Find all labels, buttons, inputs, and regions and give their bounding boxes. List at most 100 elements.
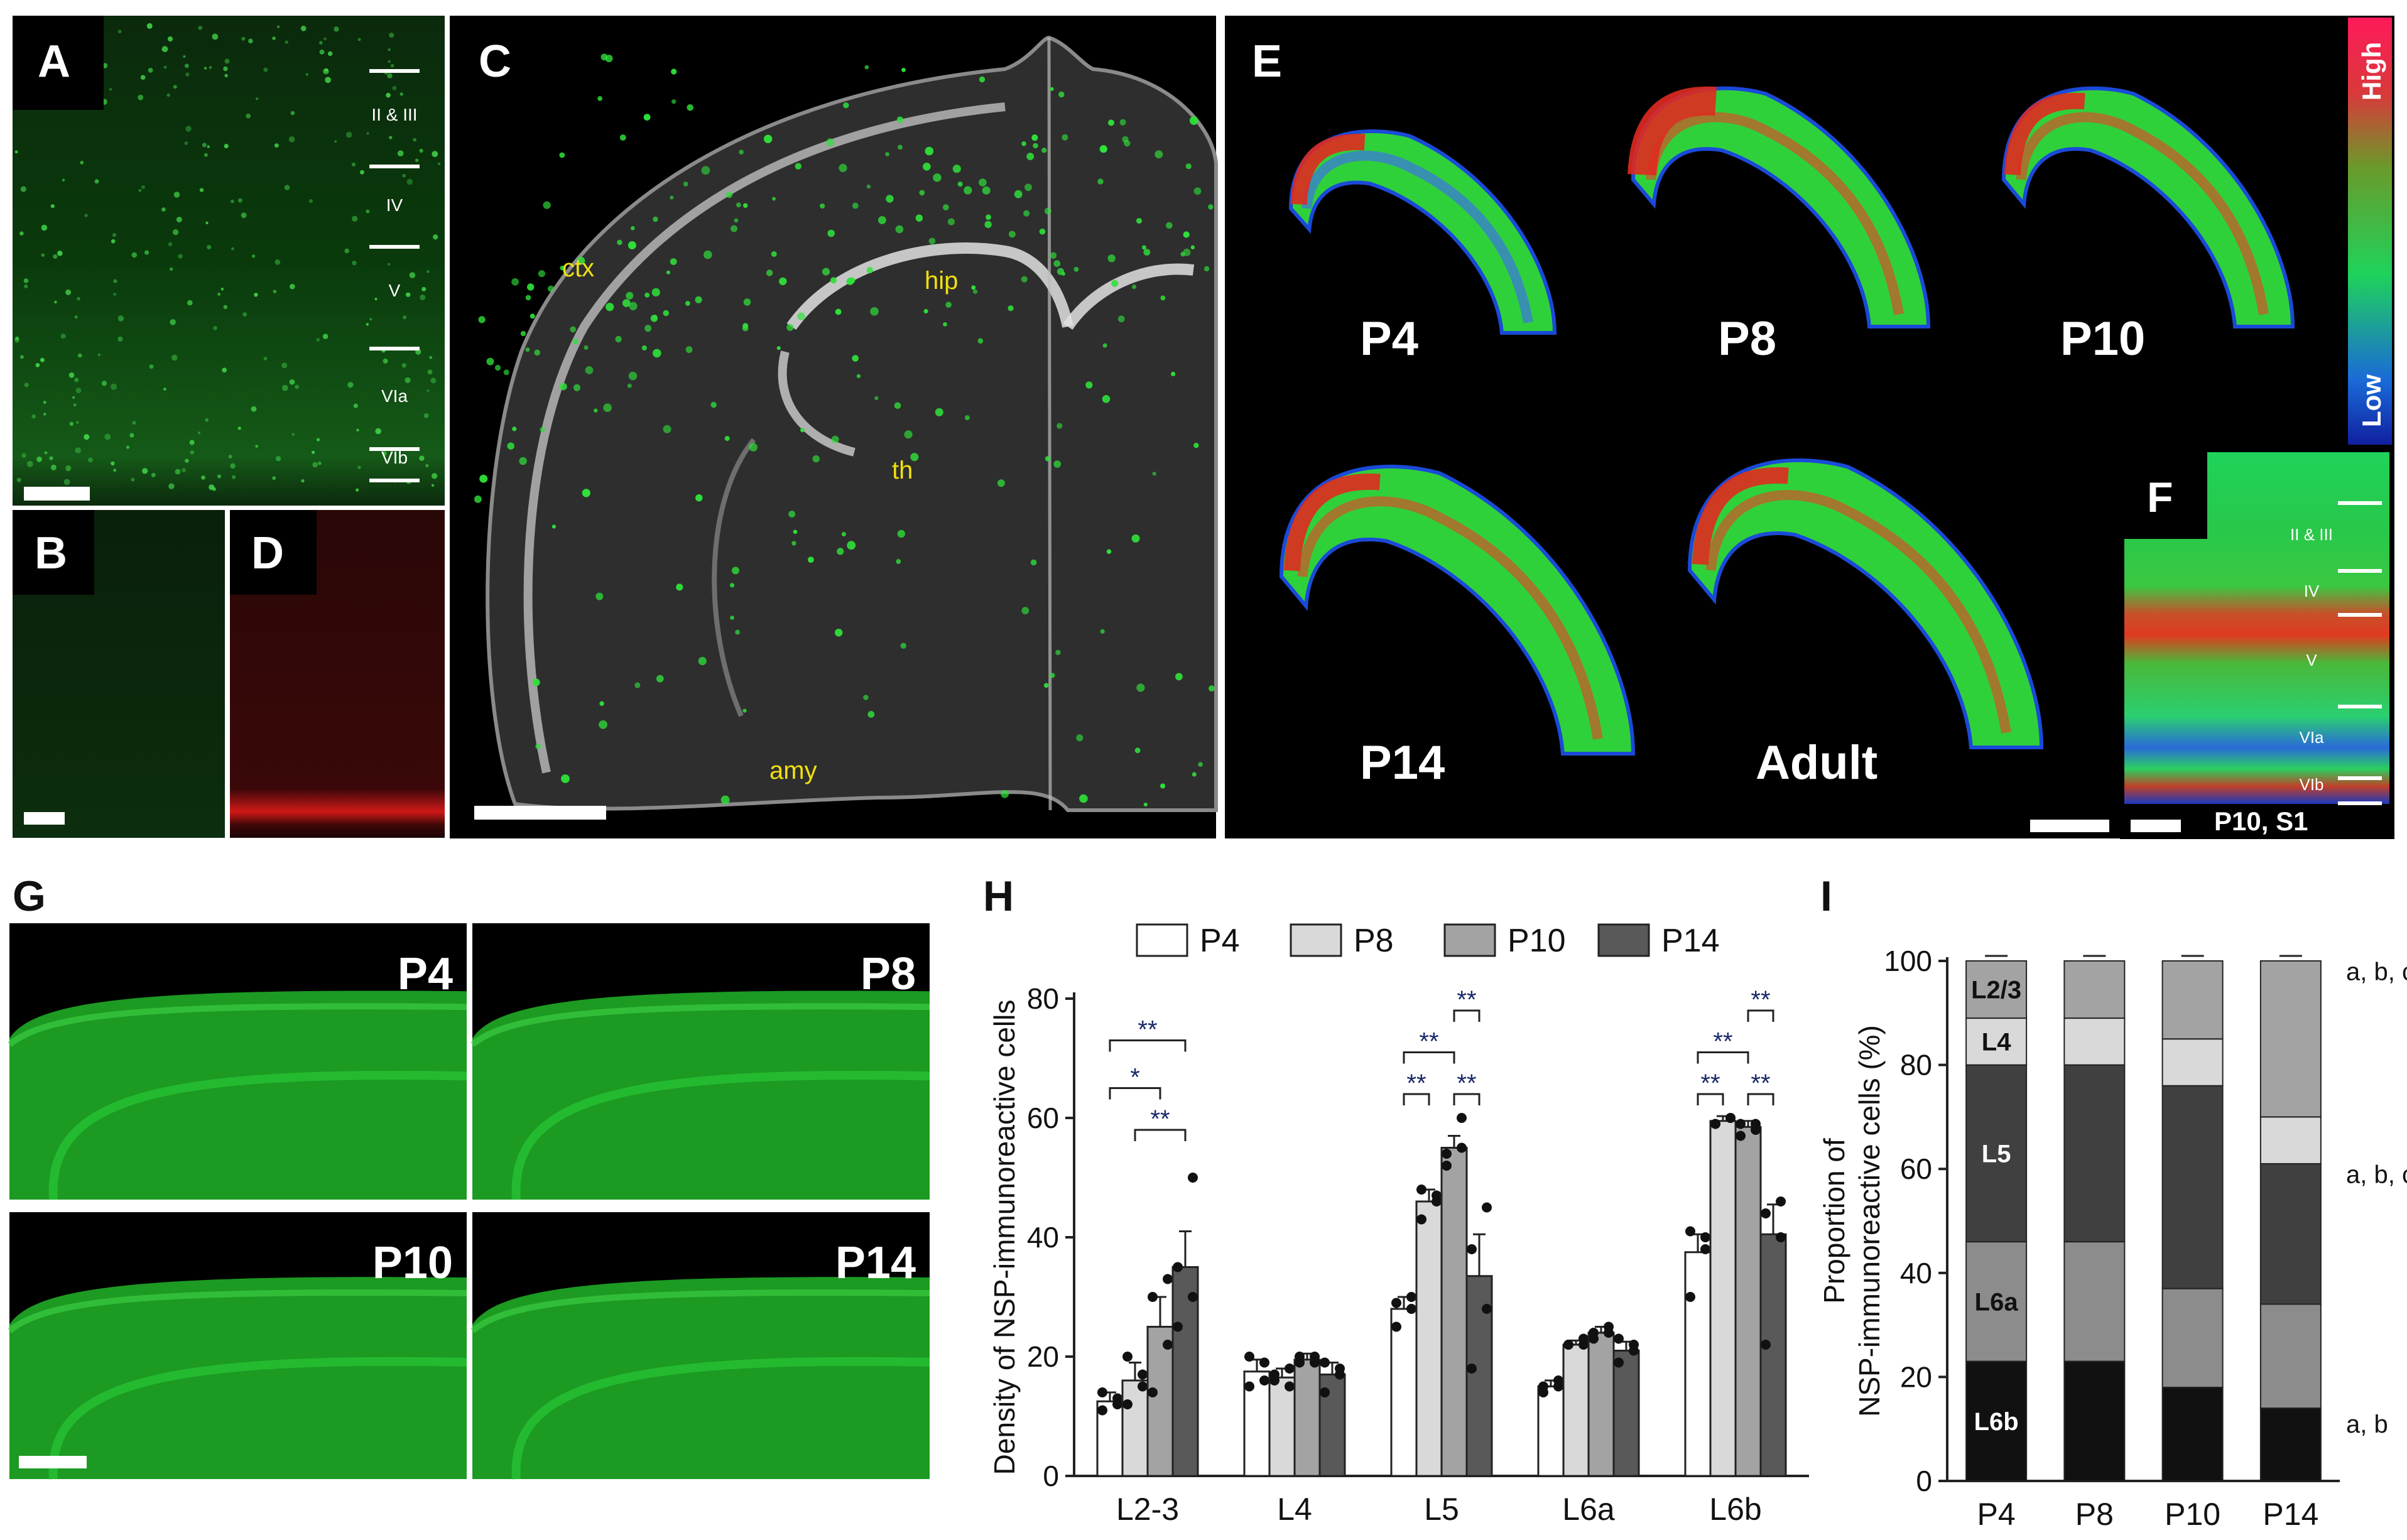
data-point xyxy=(1416,1185,1426,1195)
x-tick-label: L2-3 xyxy=(1116,1492,1179,1527)
bar xyxy=(1537,1385,1565,1477)
data-point xyxy=(1391,1321,1401,1332)
stacked-segment xyxy=(1965,960,2028,1019)
x-tick-label: L4 xyxy=(1277,1492,1312,1527)
bar xyxy=(1390,1308,1418,1477)
y-tick-label: 60 xyxy=(1900,1152,1932,1185)
x-tick-label: P8 xyxy=(2075,1497,2114,1532)
panel-label-g: G xyxy=(13,872,46,920)
stacked-segment xyxy=(2259,960,2322,1118)
significance-bracket xyxy=(1747,1093,1774,1105)
significance-label: ** xyxy=(1457,986,1476,1014)
bar xyxy=(1440,1147,1468,1477)
data-point xyxy=(1700,1232,1710,1242)
age-label-e-p4: P4 xyxy=(1360,312,1418,366)
panel-label-h: H xyxy=(983,872,1014,920)
bar xyxy=(1415,1200,1443,1477)
bar xyxy=(1612,1350,1640,1477)
significance-bracket xyxy=(1403,1093,1430,1105)
stacked-segment xyxy=(2063,960,2126,1019)
bar xyxy=(1684,1251,1712,1477)
significance-label: ** xyxy=(1457,1070,1476,1097)
significance-bracket xyxy=(1747,1009,1774,1022)
data-point xyxy=(1097,1387,1107,1397)
data-point xyxy=(1467,1244,1477,1254)
data-point xyxy=(1138,1369,1148,1380)
legend-swatch xyxy=(1597,923,1650,957)
layer-markers: II & III IV V VIa VIb xyxy=(2290,501,2382,805)
bar xyxy=(1293,1358,1321,1477)
data-point xyxy=(1578,1340,1589,1350)
stacked-segment xyxy=(2161,1038,2224,1087)
panel-label-a: A xyxy=(38,36,70,87)
data-point xyxy=(1457,1113,1467,1123)
heatmap-section xyxy=(2001,86,2295,328)
legend-swatch xyxy=(1290,923,1342,957)
age-label-e-p10: P10 xyxy=(2060,312,2145,366)
panel-f: F II & III IV V VIa VIb P10, S1 xyxy=(2120,447,2394,839)
x-tick-label: L6a xyxy=(1562,1492,1615,1527)
data-point xyxy=(1097,1405,1107,1416)
fluorescence-tile: P4 xyxy=(7,923,467,1200)
data-point xyxy=(1457,1142,1467,1153)
significance-bracket xyxy=(1403,1051,1455,1064)
layer-label: L6b xyxy=(1974,1408,2019,1436)
fluorescence-tile: P10 xyxy=(7,1212,467,1480)
data-point xyxy=(1614,1333,1624,1344)
bar xyxy=(1587,1331,1615,1477)
bar xyxy=(1709,1120,1737,1477)
data-point xyxy=(1563,1340,1573,1350)
panel-b: B xyxy=(13,510,225,838)
age-label: P8 xyxy=(861,949,916,999)
data-point xyxy=(1776,1196,1786,1207)
scale-bar xyxy=(2030,820,2109,832)
region-label-amy: amy xyxy=(769,757,817,784)
stacked-segment xyxy=(2259,1407,2322,1482)
layer-divider xyxy=(369,447,420,451)
layer-divider xyxy=(2338,501,2382,505)
data-point xyxy=(1761,1208,1771,1218)
region-label-ctx: ctx xyxy=(562,254,594,282)
layer-label: IV xyxy=(2304,582,2320,600)
data-point xyxy=(1320,1387,1330,1397)
x-tick-label: L5 xyxy=(1424,1492,1459,1527)
region-label-th: th xyxy=(892,457,913,484)
data-point xyxy=(1335,1364,1345,1374)
data-point xyxy=(1589,1328,1599,1338)
y-axis-label: Proportion ofNSP-immunoreactive cells (%… xyxy=(1818,1025,1886,1417)
scale-label-low: Low xyxy=(2357,374,2386,427)
stacked-segment xyxy=(2063,1064,2126,1243)
data-point xyxy=(1751,1125,1761,1135)
age-label: P10 xyxy=(372,1238,453,1288)
data-point xyxy=(1259,1375,1269,1385)
stacked-segment xyxy=(1965,1360,2028,1482)
data-point xyxy=(1122,1399,1133,1409)
data-point xyxy=(1467,1364,1477,1374)
data-point xyxy=(1685,1292,1695,1302)
heatmap-section xyxy=(1627,86,1931,328)
x-tick-label: P4 xyxy=(1977,1497,2016,1532)
data-point xyxy=(1148,1292,1158,1302)
legend-label: P10 xyxy=(1508,923,1566,959)
data-point xyxy=(1761,1340,1771,1350)
significance-annotation: a, b, c xyxy=(2346,958,2407,986)
layer-label: V xyxy=(389,281,401,300)
significance-label: ** xyxy=(1751,986,1770,1014)
y-tick-label: 0 xyxy=(1043,1460,1059,1492)
stacked-segment xyxy=(2259,1163,2322,1305)
layer-divider xyxy=(2338,801,2382,805)
significance-label: ** xyxy=(1419,1028,1438,1056)
y-tick-label: 40 xyxy=(1027,1221,1059,1254)
panel-g: G P4 P8 P10 P14 xyxy=(7,872,930,1480)
y-tick-label: 20 xyxy=(1027,1340,1059,1373)
layer-divider xyxy=(369,245,420,249)
fluorescence-tile: P14 xyxy=(470,1212,930,1480)
layer-label: L6a xyxy=(1975,1288,2019,1316)
significance-label: ** xyxy=(1138,1016,1157,1044)
data-point xyxy=(1122,1352,1133,1362)
stacked-segment xyxy=(2259,1303,2322,1409)
significance-bracket xyxy=(1109,1039,1187,1052)
panel-label-e: E xyxy=(1252,36,1282,87)
bar xyxy=(1562,1343,1590,1477)
